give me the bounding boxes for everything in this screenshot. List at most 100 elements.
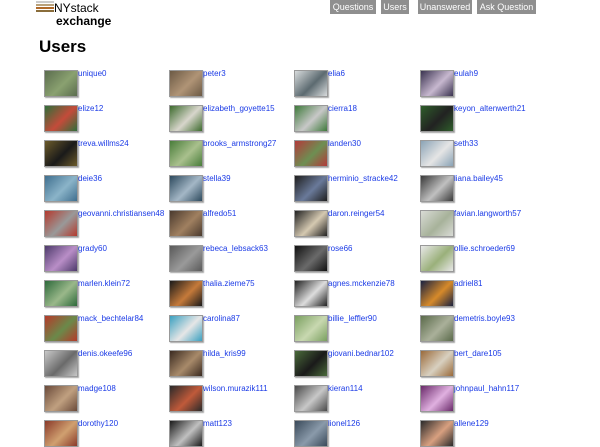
- page-title: Users: [39, 37, 87, 56]
- user-name-link[interactable]: lionel126: [328, 419, 361, 428]
- user-avatar[interactable]: [420, 210, 454, 237]
- user-name-link[interactable]: mack_bechtelar84: [78, 314, 144, 323]
- user-avatar[interactable]: [294, 105, 328, 132]
- user-avatar[interactable]: [420, 280, 454, 307]
- user-avatar[interactable]: [420, 140, 454, 167]
- user-name-link[interactable]: adriel81: [454, 279, 483, 288]
- user-name-link[interactable]: ollie.schroeder69: [454, 244, 515, 253]
- user-name-link[interactable]: elize12: [78, 104, 104, 113]
- user-avatar[interactable]: [294, 280, 328, 307]
- user-name-link[interactable]: hilda_kris99: [203, 349, 246, 358]
- user-name-link[interactable]: agnes.mckenzie78: [328, 279, 395, 288]
- user-avatar[interactable]: [420, 175, 454, 202]
- user-name-link[interactable]: liana.bailey45: [454, 174, 503, 183]
- user-avatar[interactable]: [169, 105, 203, 132]
- user-name-link[interactable]: keyon_altenwerth21: [454, 104, 526, 113]
- user-avatar[interactable]: [294, 350, 328, 377]
- user-avatar[interactable]: [294, 210, 328, 237]
- user-name-link[interactable]: peter3: [203, 69, 226, 78]
- user-avatar[interactable]: [44, 70, 78, 97]
- user-avatar[interactable]: [44, 385, 78, 412]
- user-name-link[interactable]: eulah9: [454, 69, 479, 78]
- nav-users-button[interactable]: Users: [381, 0, 409, 14]
- user-avatar[interactable]: [169, 350, 203, 377]
- user-avatar[interactable]: [169, 420, 203, 447]
- user-card: eulah9: [420, 69, 545, 97]
- nav-questions-button[interactable]: Questions: [330, 0, 376, 14]
- user-name-link[interactable]: geovanni.christiansen48: [78, 209, 165, 218]
- user-avatar[interactable]: [44, 140, 78, 167]
- user-name-link[interactable]: madge108: [78, 384, 116, 393]
- user-avatar[interactable]: [420, 105, 454, 132]
- user-name-link[interactable]: herminio_stracke42: [328, 174, 398, 183]
- user-card: marlen.klein72: [44, 279, 169, 307]
- user-avatar[interactable]: [169, 140, 203, 167]
- user-name-link[interactable]: unique0: [78, 69, 107, 78]
- user-name-link[interactable]: treva.willms24: [78, 139, 129, 148]
- user-avatar[interactable]: [420, 385, 454, 412]
- user-name-link[interactable]: brooks_armstrong27: [203, 139, 277, 148]
- user-avatar[interactable]: [420, 315, 454, 342]
- user-name-link[interactable]: stella39: [203, 174, 231, 183]
- nav-unanswered-button[interactable]: Unanswered: [418, 0, 472, 14]
- user-avatar[interactable]: [294, 70, 328, 97]
- user-name-link[interactable]: landen30: [328, 139, 361, 148]
- user-name-link[interactable]: grady60: [78, 244, 107, 253]
- user-avatar[interactable]: [420, 350, 454, 377]
- user-name-link[interactable]: elia6: [328, 69, 345, 78]
- user-name-link[interactable]: dorothy120: [78, 419, 119, 428]
- user-avatar[interactable]: [169, 245, 203, 272]
- user-avatar[interactable]: [294, 175, 328, 202]
- user-name-link[interactable]: daron.reinger54: [328, 209, 385, 218]
- user-avatar[interactable]: [294, 420, 328, 447]
- user-name-link[interactable]: bert_dare105: [454, 349, 502, 358]
- user-avatar[interactable]: [169, 175, 203, 202]
- user-avatar[interactable]: [420, 245, 454, 272]
- user-name-link[interactable]: matt123: [203, 419, 232, 428]
- user-avatar[interactable]: [44, 245, 78, 272]
- user-name-link[interactable]: alfredo51: [203, 209, 237, 218]
- user-avatar[interactable]: [169, 315, 203, 342]
- user-name-link[interactable]: demetris.boyle93: [454, 314, 515, 323]
- user-name-link[interactable]: rose66: [328, 244, 353, 253]
- user-avatar[interactable]: [44, 175, 78, 202]
- user-card: lionel126: [294, 419, 419, 447]
- user-name-link[interactable]: denis.okeefe96: [78, 349, 133, 358]
- user-avatar[interactable]: [44, 420, 78, 447]
- user-avatar[interactable]: [44, 350, 78, 377]
- user-card: allene129: [420, 419, 545, 447]
- user-name-link[interactable]: elizabeth_goyette15: [203, 104, 275, 113]
- user-name-link[interactable]: johnpaul_hahn117: [454, 384, 520, 393]
- user-name-link[interactable]: kieran114: [328, 384, 363, 393]
- user-name-link[interactable]: rebeca_lebsack63: [203, 244, 268, 253]
- user-avatar[interactable]: [169, 280, 203, 307]
- user-name-link[interactable]: cierra18: [328, 104, 357, 113]
- user-avatar[interactable]: [44, 315, 78, 342]
- user-avatar[interactable]: [44, 210, 78, 237]
- user-name-link[interactable]: seth33: [454, 139, 479, 148]
- user-name-link[interactable]: marlen.klein72: [78, 279, 131, 288]
- user-avatar[interactable]: [420, 420, 454, 447]
- user-avatar[interactable]: [169, 210, 203, 237]
- user-name-link[interactable]: deie36: [78, 174, 103, 183]
- user-avatar[interactable]: [169, 70, 203, 97]
- user-card: carolina87: [169, 314, 294, 342]
- user-name-link[interactable]: billie_leffler90: [328, 314, 377, 323]
- user-name-link[interactable]: giovani.bednar102: [328, 349, 394, 358]
- user-avatar[interactable]: [294, 140, 328, 167]
- user-avatar[interactable]: [44, 280, 78, 307]
- user-card: seth33: [420, 139, 545, 167]
- nav-ask-question-button[interactable]: Ask Question: [477, 0, 536, 14]
- user-name-link[interactable]: allene129: [454, 419, 489, 428]
- user-name-link[interactable]: wilson.murazik111: [203, 384, 268, 393]
- user-avatar[interactable]: [169, 385, 203, 412]
- user-name-link[interactable]: thalia.zieme75: [203, 279, 255, 288]
- user-name-link[interactable]: favian.langworth57: [454, 209, 522, 218]
- user-avatar[interactable]: [294, 245, 328, 272]
- user-card: wilson.murazik111: [169, 384, 294, 412]
- user-name-link[interactable]: carolina87: [203, 314, 240, 323]
- user-avatar[interactable]: [44, 105, 78, 132]
- user-avatar[interactable]: [294, 385, 328, 412]
- user-avatar[interactable]: [294, 315, 328, 342]
- user-avatar[interactable]: [420, 70, 454, 97]
